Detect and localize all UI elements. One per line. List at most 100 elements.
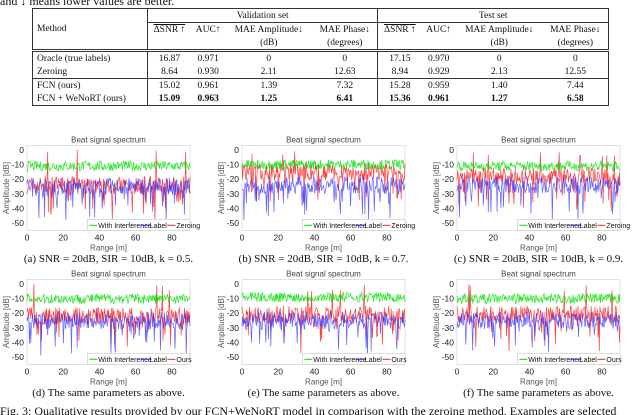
column-unit: (degrees) [542, 36, 609, 51]
legend-label: With Interference [313, 223, 366, 230]
x-tick-label: 20 [273, 232, 283, 242]
x-tick-label: 80 [382, 232, 392, 242]
y-tick-label: -30 [227, 189, 240, 199]
legend-label: With Interference [98, 357, 151, 364]
table-row: FCN (ours) 15.02 0.961 1.39 7.32 15.28 0.959 1.… [32, 78, 609, 92]
legend-label: Ours [176, 357, 192, 364]
value-cell: 15.28 [377, 78, 422, 92]
value-cell: 12.63 [312, 65, 379, 79]
table-row: Oracle (true labels) 16.87 0.971 0 0 17.15 0.9… [32, 49, 609, 65]
y-tick-label: 0 [234, 145, 239, 155]
y-tick-label: -10 [12, 294, 25, 304]
table-row: Zeroing 8.64 0.930 2.11 12.63 8.94 0.929 2.13 12… [32, 65, 609, 79]
y-tick-label: -20 [227, 308, 240, 318]
series-line-with-interference [26, 292, 191, 305]
series-line-with-interference [241, 290, 406, 303]
x-tick-label: 20 [488, 366, 498, 376]
series-line-ours [241, 284, 406, 354]
legend-label: Label [150, 223, 168, 230]
x-tick-label: 80 [167, 366, 177, 376]
x-tick-label: 60 [561, 232, 571, 242]
y-tick-label: -20 [12, 308, 25, 318]
y-tick-label: 0 [19, 145, 24, 155]
method-cell: Zeroing [32, 65, 148, 79]
legend-label: With Interference [313, 357, 366, 364]
plot-title: Beat signal spectrum [71, 270, 146, 279]
value-cell: 6.58 [542, 92, 609, 106]
x-axis-label: Range [m] [305, 377, 342, 386]
y-tick-label: -10 [227, 160, 240, 170]
series-line-ours [456, 284, 621, 352]
legend-box [302, 353, 406, 365]
value-cell: 15.02 [147, 78, 191, 92]
column-header: AUC↑ [195, 24, 221, 35]
y-tick-label: -40 [12, 337, 25, 347]
x-tick-label: 40 [525, 232, 535, 242]
subfigure-text: SNR = 20dB, SIR = 10dB, k = 0.9. [468, 253, 624, 266]
method-cell: FCN + WeNoRT (ours) [32, 92, 148, 106]
subfigure-label: (c) [453, 253, 467, 266]
column-unit: (dB) [260, 37, 278, 48]
x-axis-label: Range [m] [90, 243, 127, 252]
x-axis-label: Range [m] [520, 243, 557, 252]
value-cell: 0.961 [190, 78, 226, 92]
x-tick-label: 0 [455, 366, 460, 376]
y-tick-label: 0 [19, 279, 24, 289]
column-unit: (degrees) [312, 36, 379, 51]
y-tick-label: -30 [442, 189, 455, 199]
x-tick-label: 80 [597, 232, 607, 242]
x-tick-label: 20 [58, 232, 68, 242]
series-line-label [26, 177, 191, 223]
legend-label: Label [580, 357, 598, 364]
method-header: Method [32, 8, 148, 51]
subfigure-text: SNR = 20dB, SIR = 10dB, k = 0.5. [38, 253, 194, 266]
legend-box [87, 219, 191, 231]
value-cell: 2.11 [260, 66, 277, 77]
subfigure-text: The same parameters as above. [47, 387, 185, 400]
value-cell: 8.94 [391, 66, 409, 77]
legend-box [517, 353, 621, 365]
y-tick-label: -10 [227, 294, 240, 304]
subfigure-label: (d) [32, 387, 46, 400]
value-cell: 2.13 [490, 66, 508, 77]
plot-title: Beat signal spectrum [71, 136, 146, 145]
y-tick-label: 0 [234, 279, 239, 289]
table-caption-tail: and ↓ means lower values are better. [0, 0, 175, 8]
value-cell: 0.929 [427, 66, 450, 77]
x-tick-label: 40 [95, 366, 105, 376]
legend-label: Zeroing [606, 223, 630, 230]
x-tick-label: 40 [310, 366, 320, 376]
value-cell: 17.15 [377, 49, 422, 65]
y-tick-label: -30 [227, 323, 240, 333]
y-tick-label: 0 [449, 145, 454, 155]
y-tick-label: -50 [442, 218, 455, 228]
x-tick-label: 60 [561, 366, 571, 376]
value-cell: 0 [225, 49, 313, 65]
value-cell: 15.36 [377, 92, 422, 106]
x-tick-label: 60 [131, 366, 141, 376]
series-line-label [241, 175, 406, 221]
subfigure-label: (e) [247, 387, 260, 400]
value-cell: 0.963 [190, 92, 226, 106]
x-tick-label: 60 [346, 232, 356, 242]
y-axis-label: Amplitude [dB] [217, 162, 226, 214]
series-line-with-interference [26, 159, 191, 172]
column-header: ΔSNR ↑ [384, 24, 416, 35]
value-cell: 1.27 [455, 92, 543, 106]
subfigure-label: (a) [23, 253, 37, 266]
column-header: MAE Amplitude↓ [465, 24, 534, 35]
subfigure-caption: (e) The same parameters as above. [217, 387, 431, 399]
value-cell: 0 [312, 49, 379, 65]
y-tick-label: -30 [12, 323, 25, 333]
legend-label: Label [580, 223, 598, 230]
results-table: Method Validation set Test set ΔSNR ↑ AUC↑ MA… [32, 8, 609, 106]
x-tick-label: 80 [382, 366, 392, 376]
subfigure-text: The same parameters as above. [262, 387, 400, 400]
plot-title: Beat signal spectrum [286, 136, 361, 145]
x-tick-label: 0 [25, 232, 30, 242]
value-cell: 1.39 [225, 78, 313, 92]
subfigure-caption: (f) The same parameters as above. [432, 387, 640, 399]
